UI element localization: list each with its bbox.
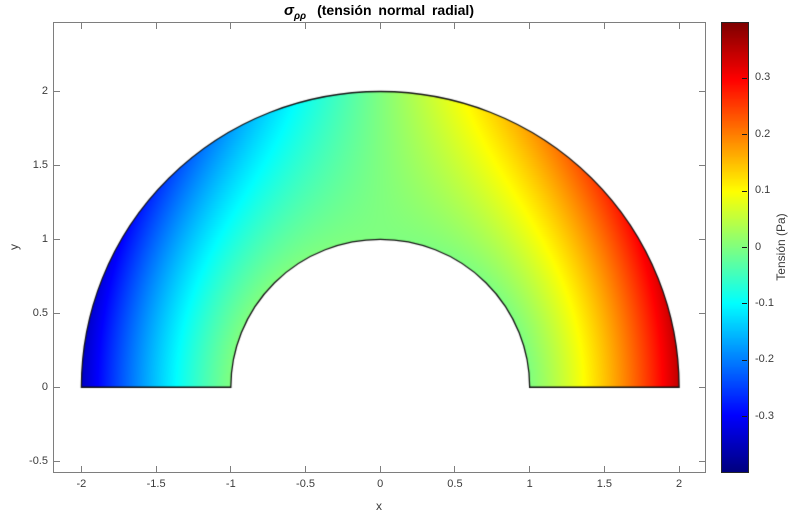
colorbar-tick-mark [742,359,747,361]
colorbar-tick-label: -0.3 [755,409,774,422]
colorbar-tick-label: 0.3 [755,71,771,84]
y-tick-mark [54,164,60,166]
y-tick-label: 2 [41,85,48,98]
x-tick-mark-top [305,23,307,29]
title-sigma-symbol: σ [284,2,294,19]
y-tick-mark-right [699,90,705,92]
title-text: (tensión normal radial) [317,2,474,18]
x-tick-mark-top [230,23,232,29]
colorbar-tick-label: -0.2 [755,353,774,366]
plot-title: σρρ (tensión normal radial) [284,2,474,22]
y-tick-mark [54,90,60,92]
x-tick-label: 1.5 [596,478,613,490]
x-tick-label: 0.5 [447,478,463,490]
y-tick-mark-right [699,164,705,166]
y-tick-label: 0.5 [32,307,48,320]
x-tick-mark [379,466,381,472]
colorbar-label: Tensión (Pa) [774,213,788,281]
x-tick-label: -1.5 [146,478,166,490]
x-tick-label: -2 [76,478,87,490]
y-tick-mark [54,460,60,462]
y-tick-mark [54,238,60,240]
x-axis-label: x [376,499,382,513]
y-tick-mark-right [699,460,705,462]
x-tick-mark [230,466,232,472]
x-tick-mark [454,466,456,472]
x-tick-mark-top [80,23,82,29]
x-tick-mark [155,466,157,472]
y-axis-label: y [7,244,21,250]
x-tick-mark-top [454,23,456,29]
colorbar-tick-label: -0.1 [755,296,774,309]
y-tick-label: 1 [41,233,48,246]
y-tick-mark-right [699,312,705,314]
x-tick-mark [305,466,307,472]
x-tick-mark [678,466,680,472]
y-tick-label: -0.5 [29,455,48,468]
x-tick-mark [80,466,82,472]
colorbar-box [721,22,749,473]
y-tick-label: 0 [41,381,48,394]
y-tick-mark-right [699,238,705,240]
x-tick-mark-top [529,23,531,29]
x-tick-label: 1 [526,478,533,490]
y-tick-mark-right [699,386,705,388]
x-tick-label: 2 [676,478,683,490]
colorbar-tick-mark [742,190,747,192]
colorbar-tick-label: 0 [755,240,762,253]
x-tick-label: -1 [225,478,236,490]
y-tick-mark [54,386,60,388]
title-sigma-subscript: ρρ [293,10,307,22]
colorbar-tick-label: 0.2 [755,127,771,140]
x-tick-mark [529,466,531,472]
colorbar-tick-mark [742,247,747,248]
colorbar-tick-mark [742,77,747,79]
x-tick-mark-top [603,23,605,29]
colorbar-tick-mark [742,303,747,305]
y-tick-label: 1.5 [32,159,48,172]
x-tick-mark [603,466,605,472]
colorbar-tick-label: 0.1 [755,184,771,197]
x-tick-mark-top [678,23,680,29]
stress-field-canvas [53,22,706,473]
y-tick-mark [54,312,60,314]
x-tick-mark-top [155,23,157,29]
x-tick-label: -0.5 [296,478,316,490]
colorbar-tick-mark [742,134,747,136]
x-tick-label: 0 [377,478,384,490]
x-tick-mark-top [379,23,381,29]
colorbar-tick-mark [742,416,747,418]
